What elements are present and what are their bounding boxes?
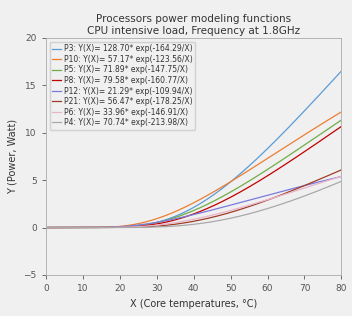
P21: Y(X)= 56.47* exp(-178.25/X): (0.5, 8.43e-154): Y(X)= 56.47* exp(-178.25/X): (0.5, 8.43e… — [45, 226, 50, 229]
P21: Y(X)= 56.47* exp(-178.25/X): (63.1, 3.35): Y(X)= 56.47* exp(-178.25/X): (63.1, 3.35… — [277, 194, 281, 198]
Line: P12: Y(X)= 21.29* exp(-109.94/X): P12: Y(X)= 21.29* exp(-109.94/X) — [48, 176, 341, 228]
P12: Y(X)= 21.29* exp(-109.94/X): (39.2, 1.28): Y(X)= 21.29* exp(-109.94/X): (39.2, 1.28… — [188, 213, 193, 217]
P6: Y(X)= 33.96* exp(-146.91/X): (77.7, 5.13): Y(X)= 33.96* exp(-146.91/X): (77.7, 5.13… — [331, 177, 335, 181]
P6: Y(X)= 33.96* exp(-146.91/X): (39.2, 0.797): Y(X)= 33.96* exp(-146.91/X): (39.2, 0.79… — [188, 218, 193, 222]
P4: Y(X)= 70.74* exp(-213.98/X): (39.2, 0.299): Y(X)= 70.74* exp(-213.98/X): (39.2, 0.29… — [188, 223, 193, 227]
P12: Y(X)= 21.29* exp(-109.94/X): (77.7, 5.17): Y(X)= 21.29* exp(-109.94/X): (77.7, 5.17… — [331, 177, 335, 180]
P3: Y(X)= 128.70* exp(-164.29/X): (80, 16.5): Y(X)= 128.70* exp(-164.29/X): (80, 16.5) — [339, 69, 344, 73]
P5: Y(X)= 71.89* exp(-147.75/X): (80, 11.3): Y(X)= 71.89* exp(-147.75/X): (80, 11.3) — [339, 118, 344, 122]
Line: P4: Y(X)= 70.74* exp(-213.98/X): P4: Y(X)= 70.74* exp(-213.98/X) — [48, 181, 341, 228]
P12: Y(X)= 21.29* exp(-109.94/X): (37, 1.1): Y(X)= 21.29* exp(-109.94/X): (37, 1.1) — [181, 215, 185, 219]
Title: Processors power modeling functions
CPU intensive load, Frequency at 1.8GHz: Processors power modeling functions CPU … — [87, 14, 300, 36]
Legend: P3: Y(X)= 128.70* exp(-164.29/X), P10: Y(X)= 57.17* exp(-123.56/X), P5: Y(X)= 71: P3: Y(X)= 128.70* exp(-164.29/X), P10: Y… — [50, 42, 195, 130]
P10: Y(X)= 57.17* exp(-123.56/X): (37, 2.04): Y(X)= 57.17* exp(-123.56/X): (37, 2.04) — [181, 206, 185, 210]
P10: Y(X)= 57.17* exp(-123.56/X): (4.56, 9.56e-11): Y(X)= 57.17* exp(-123.56/X): (4.56, 9.56… — [61, 226, 65, 229]
Y-axis label: Y (Power, Watt): Y (Power, Watt) — [8, 119, 18, 194]
P3: Y(X)= 128.70* exp(-164.29/X): (4.56, 2.82e-14): Y(X)= 128.70* exp(-164.29/X): (4.56, 2.8… — [61, 226, 65, 229]
X-axis label: X (Core temperatures, °C): X (Core temperatures, °C) — [130, 299, 257, 308]
P4: Y(X)= 70.74* exp(-213.98/X): (63.1, 2.38): Y(X)= 70.74* exp(-213.98/X): (63.1, 2.38… — [277, 203, 281, 207]
P6: Y(X)= 33.96* exp(-146.91/X): (80, 5.41): Y(X)= 33.96* exp(-146.91/X): (80, 5.41) — [339, 174, 344, 178]
Line: P8: Y(X)= 79.58* exp(-160.77/X): P8: Y(X)= 79.58* exp(-160.77/X) — [48, 126, 341, 228]
P3: Y(X)= 128.70* exp(-164.29/X): (63.1, 9.52): Y(X)= 128.70* exp(-164.29/X): (63.1, 9.5… — [277, 135, 281, 139]
P12: Y(X)= 21.29* exp(-109.94/X): (4.56, 7.07e-10): Y(X)= 21.29* exp(-109.94/X): (4.56, 7.07… — [61, 226, 65, 229]
P4: Y(X)= 70.74* exp(-213.98/X): (0.5, 9.75e-185): Y(X)= 70.74* exp(-213.98/X): (0.5, 9.75e… — [45, 226, 50, 229]
Line: P3: Y(X)= 128.70* exp(-164.29/X): P3: Y(X)= 128.70* exp(-164.29/X) — [48, 71, 341, 228]
P8: Y(X)= 79.58* exp(-160.77/X): (39.2, 1.31): Y(X)= 79.58* exp(-160.77/X): (39.2, 1.31… — [188, 213, 193, 217]
P5: Y(X)= 71.89* exp(-147.75/X): (39.2, 1.65): Y(X)= 71.89* exp(-147.75/X): (39.2, 1.65… — [188, 210, 193, 214]
P5: Y(X)= 71.89* exp(-147.75/X): (77.7, 10.7): Y(X)= 71.89* exp(-147.75/X): (77.7, 10.7… — [331, 124, 335, 128]
P8: Y(X)= 79.58* exp(-160.77/X): (4.56, 3.78e-14): Y(X)= 79.58* exp(-160.77/X): (4.56, 3.78… — [61, 226, 65, 229]
P6: Y(X)= 33.96* exp(-146.91/X): (37, 0.644): Y(X)= 33.96* exp(-146.91/X): (37, 0.644) — [181, 220, 185, 223]
P3: Y(X)= 128.70* exp(-164.29/X): (0.5, 2.57e-141): Y(X)= 128.70* exp(-164.29/X): (0.5, 2.57… — [45, 226, 50, 229]
P3: Y(X)= 128.70* exp(-164.29/X): (39.2, 1.94): Y(X)= 128.70* exp(-164.29/X): (39.2, 1.9… — [188, 207, 193, 211]
P21: Y(X)= 56.47* exp(-178.25/X): (39.2, 0.595): Y(X)= 56.47* exp(-178.25/X): (39.2, 0.59… — [188, 220, 193, 224]
P21: Y(X)= 56.47* exp(-178.25/X): (77.7, 5.69): Y(X)= 56.47* exp(-178.25/X): (77.7, 5.69… — [331, 172, 335, 175]
P12: Y(X)= 21.29* exp(-109.94/X): (80, 5.39): Y(X)= 21.29* exp(-109.94/X): (80, 5.39) — [339, 174, 344, 178]
Line: P6: Y(X)= 33.96* exp(-146.91/X): P6: Y(X)= 33.96* exp(-146.91/X) — [48, 176, 341, 228]
P8: Y(X)= 79.58* exp(-160.77/X): (77.7, 10): Y(X)= 79.58* exp(-160.77/X): (77.7, 10) — [331, 131, 335, 134]
P4: Y(X)= 70.74* exp(-213.98/X): (37, 0.219): Y(X)= 70.74* exp(-213.98/X): (37, 0.219) — [181, 223, 185, 227]
P10: Y(X)= 57.17* exp(-123.56/X): (77.7, 11.6): Y(X)= 57.17* exp(-123.56/X): (77.7, 11.6… — [331, 115, 335, 119]
P4: Y(X)= 70.74* exp(-213.98/X): (80, 4.88): Y(X)= 70.74* exp(-213.98/X): (80, 4.88) — [339, 179, 344, 183]
P3: Y(X)= 128.70* exp(-164.29/X): (77.7, 15.5): Y(X)= 128.70* exp(-164.29/X): (77.7, 15.… — [331, 78, 335, 82]
P10: Y(X)= 57.17* exp(-123.56/X): (63.1, 8.07): Y(X)= 57.17* exp(-123.56/X): (63.1, 8.07… — [277, 149, 281, 153]
P3: Y(X)= 128.70* exp(-164.29/X): (37, 1.53): Y(X)= 128.70* exp(-164.29/X): (37, 1.53) — [181, 211, 185, 215]
P10: Y(X)= 57.17* exp(-123.56/X): (39.2, 2.44): Y(X)= 57.17* exp(-123.56/X): (39.2, 2.44… — [188, 203, 193, 206]
P4: Y(X)= 70.74* exp(-213.98/X): (4.56, 2.85e-19): Y(X)= 70.74* exp(-213.98/X): (4.56, 2.85… — [61, 226, 65, 229]
P8: Y(X)= 79.58* exp(-160.77/X): (80, 10.7): Y(X)= 79.58* exp(-160.77/X): (80, 10.7) — [339, 125, 344, 128]
P21: Y(X)= 56.47* exp(-178.25/X): (4.56, 5.79e-16): Y(X)= 56.47* exp(-178.25/X): (4.56, 5.79… — [61, 226, 65, 229]
P6: Y(X)= 33.96* exp(-146.91/X): (0.5, 8.44e-127): Y(X)= 33.96* exp(-146.91/X): (0.5, 8.44e… — [45, 226, 50, 229]
P5: Y(X)= 71.89* exp(-147.75/X): (63.1, 6.91): Y(X)= 71.89* exp(-147.75/X): (63.1, 6.91… — [277, 160, 281, 164]
Line: P5: Y(X)= 71.89* exp(-147.75/X): P5: Y(X)= 71.89* exp(-147.75/X) — [48, 120, 341, 228]
Line: P21: Y(X)= 56.47* exp(-178.25/X): P21: Y(X)= 56.47* exp(-178.25/X) — [48, 170, 341, 228]
P4: Y(X)= 70.74* exp(-213.98/X): (77.7, 4.5): Y(X)= 70.74* exp(-213.98/X): (77.7, 4.5) — [331, 183, 335, 187]
P4: Y(X)= 70.74* exp(-213.98/X): (77.7, 4.5): Y(X)= 70.74* exp(-213.98/X): (77.7, 4.5) — [331, 183, 335, 187]
P5: Y(X)= 71.89* exp(-147.75/X): (37, 1.33): Y(X)= 71.89* exp(-147.75/X): (37, 1.33) — [181, 213, 185, 217]
P10: Y(X)= 57.17* exp(-123.56/X): (0.5, 2.72e-106): Y(X)= 57.17* exp(-123.56/X): (0.5, 2.72e… — [45, 226, 50, 229]
P10: Y(X)= 57.17* exp(-123.56/X): (77.7, 11.7): Y(X)= 57.17* exp(-123.56/X): (77.7, 11.7… — [331, 115, 335, 119]
P21: Y(X)= 56.47* exp(-178.25/X): (77.7, 5.69): Y(X)= 56.47* exp(-178.25/X): (77.7, 5.69… — [331, 172, 335, 175]
P8: Y(X)= 79.58* exp(-160.77/X): (0.5, 1.81e-138): Y(X)= 79.58* exp(-160.77/X): (0.5, 1.81e… — [45, 226, 50, 229]
P6: Y(X)= 33.96* exp(-146.91/X): (63.1, 3.31): Y(X)= 33.96* exp(-146.91/X): (63.1, 3.31… — [277, 194, 281, 198]
P5: Y(X)= 71.89* exp(-147.75/X): (77.7, 10.7): Y(X)= 71.89* exp(-147.75/X): (77.7, 10.7… — [331, 124, 335, 128]
P21: Y(X)= 56.47* exp(-178.25/X): (80, 6.08): Y(X)= 56.47* exp(-178.25/X): (80, 6.08) — [339, 168, 344, 172]
P8: Y(X)= 79.58* exp(-160.77/X): (37, 1.04): Y(X)= 79.58* exp(-160.77/X): (37, 1.04) — [181, 216, 185, 220]
P12: Y(X)= 21.29* exp(-109.94/X): (77.7, 5.17): Y(X)= 21.29* exp(-109.94/X): (77.7, 5.17… — [331, 177, 335, 180]
P8: Y(X)= 79.58* exp(-160.77/X): (77.7, 10): Y(X)= 79.58* exp(-160.77/X): (77.7, 10) — [331, 131, 335, 134]
Line: P10: Y(X)= 57.17* exp(-123.56/X): P10: Y(X)= 57.17* exp(-123.56/X) — [48, 112, 341, 228]
P3: Y(X)= 128.70* exp(-164.29/X): (77.7, 15.5): Y(X)= 128.70* exp(-164.29/X): (77.7, 15.… — [331, 79, 335, 82]
P8: Y(X)= 79.58* exp(-160.77/X): (63.1, 6.23): Y(X)= 79.58* exp(-160.77/X): (63.1, 6.23… — [277, 167, 281, 170]
P5: Y(X)= 71.89* exp(-147.75/X): (0.5, 3.33e-127): Y(X)= 71.89* exp(-147.75/X): (0.5, 3.33e… — [45, 226, 50, 229]
P5: Y(X)= 71.89* exp(-147.75/X): (4.56, 5.95e-13): Y(X)= 71.89* exp(-147.75/X): (4.56, 5.95… — [61, 226, 65, 229]
P6: Y(X)= 33.96* exp(-146.91/X): (4.56, 3.38e-13): Y(X)= 33.96* exp(-146.91/X): (4.56, 3.38… — [61, 226, 65, 229]
P10: Y(X)= 57.17* exp(-123.56/X): (80, 12.2): Y(X)= 57.17* exp(-123.56/X): (80, 12.2) — [339, 110, 344, 114]
P12: Y(X)= 21.29* exp(-109.94/X): (0.5, 6.85e-95): Y(X)= 21.29* exp(-109.94/X): (0.5, 6.85e… — [45, 226, 50, 229]
P21: Y(X)= 56.47* exp(-178.25/X): (37, 0.46): Y(X)= 56.47* exp(-178.25/X): (37, 0.46) — [181, 221, 185, 225]
P6: Y(X)= 33.96* exp(-146.91/X): (77.7, 5.12): Y(X)= 33.96* exp(-146.91/X): (77.7, 5.12… — [331, 177, 335, 181]
P12: Y(X)= 21.29* exp(-109.94/X): (63.1, 3.73): Y(X)= 21.29* exp(-109.94/X): (63.1, 3.73… — [277, 190, 281, 194]
